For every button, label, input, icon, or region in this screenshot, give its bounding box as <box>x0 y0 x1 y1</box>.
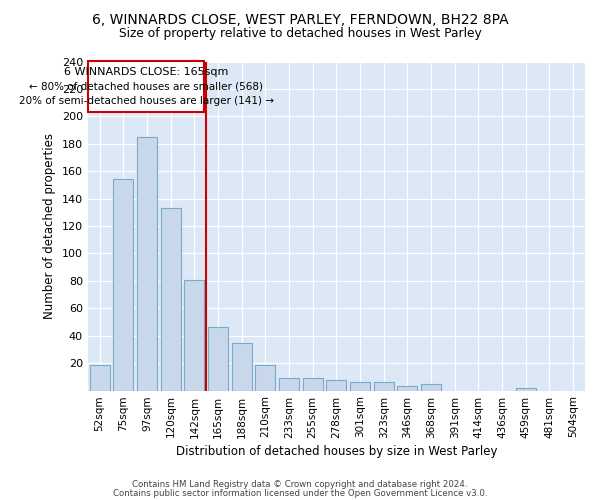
Bar <box>326 380 346 390</box>
Bar <box>279 378 299 390</box>
Bar <box>113 180 133 390</box>
Text: 20% of semi-detached houses are larger (141) →: 20% of semi-detached houses are larger (… <box>19 96 274 106</box>
Bar <box>208 328 228 390</box>
Y-axis label: Number of detached properties: Number of detached properties <box>43 133 56 319</box>
Bar <box>88 62 204 112</box>
Text: ← 80% of detached houses are smaller (568): ← 80% of detached houses are smaller (56… <box>29 82 263 92</box>
Bar <box>89 364 110 390</box>
Text: 6 WINNARDS CLOSE: 165sqm: 6 WINNARDS CLOSE: 165sqm <box>64 68 229 78</box>
Bar <box>516 388 536 390</box>
Bar <box>421 384 441 390</box>
Bar <box>232 342 252 390</box>
Bar <box>302 378 323 390</box>
Bar <box>374 382 394 390</box>
Bar <box>137 137 157 390</box>
Text: 6, WINNARDS CLOSE, WEST PARLEY, FERNDOWN, BH22 8PA: 6, WINNARDS CLOSE, WEST PARLEY, FERNDOWN… <box>92 12 508 26</box>
Bar <box>397 386 418 390</box>
Bar <box>184 280 205 390</box>
Text: Contains public sector information licensed under the Open Government Licence v3: Contains public sector information licen… <box>113 488 487 498</box>
Bar <box>161 208 181 390</box>
X-axis label: Distribution of detached houses by size in West Parley: Distribution of detached houses by size … <box>176 444 497 458</box>
Text: Contains HM Land Registry data © Crown copyright and database right 2024.: Contains HM Land Registry data © Crown c… <box>132 480 468 489</box>
Text: Size of property relative to detached houses in West Parley: Size of property relative to detached ho… <box>119 28 481 40</box>
Bar <box>256 364 275 390</box>
Bar <box>350 382 370 390</box>
